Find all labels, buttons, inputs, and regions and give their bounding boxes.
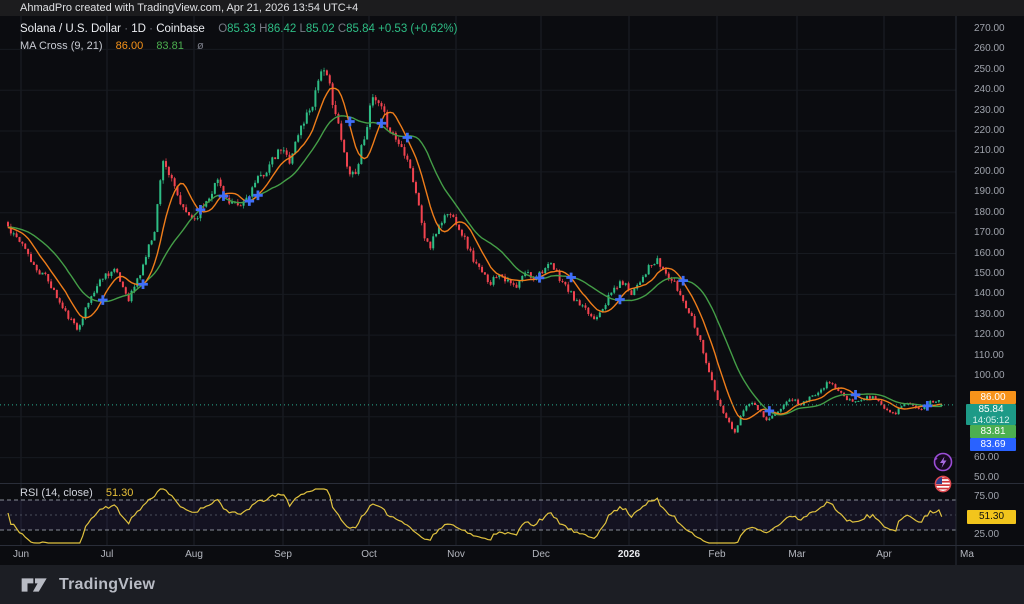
rsi-axis-label: 25.00 xyxy=(974,528,1000,540)
ma-cross-label[interactable]: MA Cross (9, 21) xyxy=(20,40,103,52)
time-axis-label: Jul xyxy=(100,549,114,560)
price-axis-label: 210.00 xyxy=(974,145,1005,157)
rsi-value-badge: 51.30 xyxy=(967,510,1016,524)
ma-fast-value: 86.00 xyxy=(115,40,144,52)
high-value: 86.42 xyxy=(267,23,297,35)
time-axis-label: Oct xyxy=(361,549,377,560)
rsi-axis-label: 75.00 xyxy=(974,491,1000,503)
price-axis-label: 100.00 xyxy=(974,369,1005,381)
legend-more-icon[interactable]: ø xyxy=(196,40,204,52)
ma-cross-marker[interactable] xyxy=(678,275,688,286)
ma-slow-value: 83.81 xyxy=(156,40,184,52)
time-axis-label: Apr xyxy=(876,549,892,560)
ma-cross-marker[interactable] xyxy=(244,196,255,206)
price-axis-label: 270.00 xyxy=(974,23,1005,34)
high-label: H xyxy=(259,23,268,35)
ma-slow-price-badge: 83.81 xyxy=(970,425,1016,438)
price-axis-label: 200.00 xyxy=(974,165,1005,177)
rsi-value: 51.30 xyxy=(105,487,134,499)
rsi-axis[interactable]: 75.00 25.00 xyxy=(974,0,1024,540)
ma-cross-marker[interactable] xyxy=(376,118,387,129)
price-axis-label: 230.00 xyxy=(974,104,1005,116)
ma-fast-price-badge: 86.00 xyxy=(970,391,1016,404)
last-price-badge: 85.84 14:05:12 xyxy=(966,404,1016,425)
time-axis-label: Feb xyxy=(708,549,726,560)
ma-cross-marker[interactable] xyxy=(402,132,413,143)
time-axis-label: Aug xyxy=(185,549,203,560)
symbol-exchange[interactable]: Coinbase xyxy=(156,23,205,35)
footer-bar: TradingView xyxy=(0,565,1024,604)
us-flag-event-icon[interactable] xyxy=(933,474,953,494)
close-value: 85.84 xyxy=(346,23,375,35)
price-axis-label: 110.00 xyxy=(974,349,1004,361)
time-axis-label: Ma xyxy=(960,549,974,560)
time-axis-label: Nov xyxy=(447,549,465,560)
price-axis-label: 140.00 xyxy=(974,288,1005,300)
ma-cross-marker[interactable] xyxy=(764,406,775,416)
price-axis-label: 180.00 xyxy=(974,206,1005,218)
low-value: 85.02 xyxy=(305,23,335,35)
price-axis-label: 220.00 xyxy=(974,125,1005,137)
ma-cross-marker[interactable] xyxy=(534,273,545,283)
ma-cross-marker[interactable] xyxy=(615,294,625,305)
tradingview-logo-text[interactable]: TradingView xyxy=(59,575,156,593)
tradingview-logo-icon[interactable] xyxy=(20,575,50,595)
time-axis-label: Mar xyxy=(788,549,806,560)
ma-cross-marker[interactable] xyxy=(345,116,355,127)
open-label: O xyxy=(218,23,228,35)
time-axis-label: Sep xyxy=(274,549,292,560)
price-axis-label: 50.00 xyxy=(974,472,1000,484)
time-axis-label: Jun xyxy=(12,549,30,560)
attribution-text: AhmadPro created with TradingView.com, A… xyxy=(20,2,359,14)
chart-legend: Solana / U.S. Dollar · 1D · Coinbase O85… xyxy=(20,21,457,55)
ma-cross-marker[interactable] xyxy=(218,191,229,201)
symbol-title[interactable]: Solana / U.S. Dollar xyxy=(20,23,121,35)
bar-countdown: 14:05:12 xyxy=(972,414,1010,426)
legend-separator: · xyxy=(124,23,129,35)
price-axis-label: 170.00 xyxy=(974,227,1005,239)
ma-cross-marker[interactable] xyxy=(138,279,148,290)
symbol-legend-row[interactable]: Solana / U.S. Dollar · 1D · Coinbase O85… xyxy=(20,21,457,38)
attribution-bar: AhmadPro created with TradingView.com, A… xyxy=(0,0,1024,16)
price-axis-label: 120.00 xyxy=(974,329,1005,341)
ma-cross-marker[interactable] xyxy=(922,401,933,411)
ma-cross-legend-row[interactable]: MA Cross (9, 21) 86.00 83.81 ø xyxy=(20,38,457,55)
time-axis[interactable]: Jun Jul Aug Sep Oct Nov Dec 2026 Feb Mar Apr Ma xyxy=(0,549,1024,565)
open-value: 85.33 xyxy=(227,23,256,35)
close-label: C xyxy=(337,23,347,35)
price-axis-label: 160.00 xyxy=(974,247,1005,259)
price-axis-label: 150.00 xyxy=(974,267,1005,279)
last-price-value: 85.84 xyxy=(978,404,1004,415)
price-axis-label: 130.00 xyxy=(974,308,1005,320)
price-axis[interactable]: 270.00 260.00 250.00 240.00 230.00 220.00 210.… xyxy=(974,0,1024,483)
time-axis-label: 2026 xyxy=(617,549,641,560)
symbol-interval[interactable]: 1D xyxy=(131,23,146,35)
legend-separator: · xyxy=(149,23,153,35)
ma-cross-marker[interactable] xyxy=(98,295,108,305)
price-axis-label: 60.00 xyxy=(974,451,1000,463)
spark-icon[interactable] xyxy=(930,450,954,474)
price-axis-label: 250.00 xyxy=(974,63,1005,75)
time-axis-label: Dec xyxy=(532,549,550,560)
change-value: +0.53 (+0.62%) xyxy=(378,23,458,35)
ma-cross-marker[interactable] xyxy=(195,204,206,215)
price-axis-label: 240.00 xyxy=(974,84,1005,96)
ma-cross-marker[interactable] xyxy=(566,272,576,283)
low-label: L xyxy=(299,23,306,35)
price-axis-label: 190.00 xyxy=(974,186,1005,198)
ma-cross-value-badge: 83.69 xyxy=(970,438,1016,451)
rsi-legend-row[interactable]: RSI (14, close) 51.30 xyxy=(20,487,133,499)
ma-cross-marker[interactable] xyxy=(850,390,861,400)
rsi-label[interactable]: RSI (14, close) xyxy=(20,487,93,499)
ma-cross-marker[interactable] xyxy=(253,190,263,201)
price-axis-label: 260.00 xyxy=(974,43,1005,55)
